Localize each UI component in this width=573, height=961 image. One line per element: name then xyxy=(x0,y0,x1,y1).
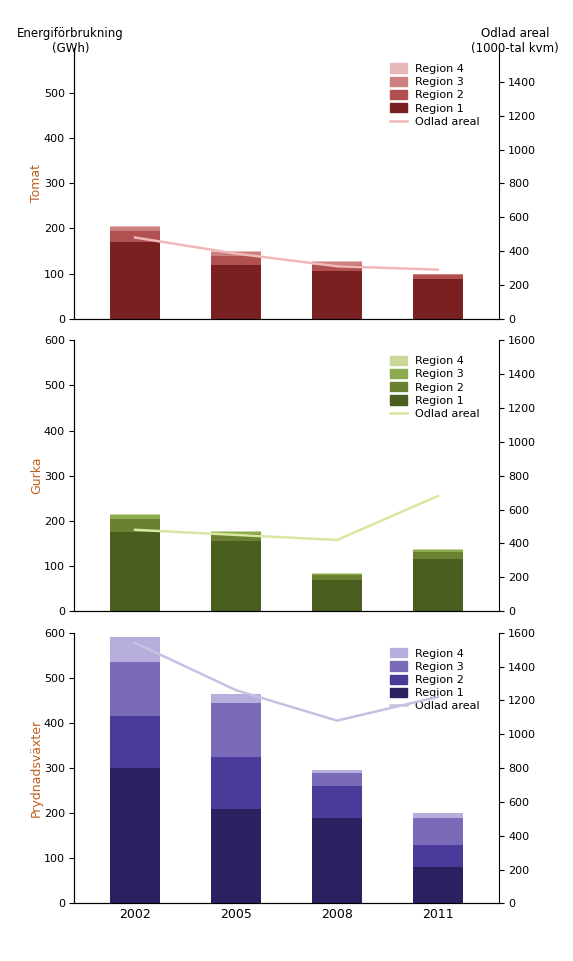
Bar xyxy=(110,716,160,768)
Bar xyxy=(211,541,261,611)
Bar xyxy=(110,227,160,231)
Bar xyxy=(211,702,261,756)
Bar xyxy=(312,262,362,264)
Bar xyxy=(211,808,261,903)
Text: Odlad areal
(1000-tal kvm): Odlad areal (1000-tal kvm) xyxy=(471,27,559,55)
Y-axis label: Tomat: Tomat xyxy=(30,164,43,203)
Bar xyxy=(413,867,463,903)
Bar xyxy=(413,550,463,553)
Bar xyxy=(110,231,160,242)
Bar xyxy=(413,813,463,818)
Bar xyxy=(413,845,463,867)
Bar xyxy=(110,519,160,532)
Legend: Region 4, Region 3, Region 2, Region 1, Odlad areal: Region 4, Region 3, Region 2, Region 1, … xyxy=(386,352,485,424)
Bar xyxy=(312,575,362,580)
Bar xyxy=(110,662,160,716)
Bar xyxy=(312,580,362,611)
Bar xyxy=(312,271,362,319)
Legend: Region 4, Region 3, Region 2, Region 1, Odlad areal: Region 4, Region 3, Region 2, Region 1, … xyxy=(386,59,485,132)
Y-axis label: Prydnadsväxter: Prydnadsväxter xyxy=(30,719,43,817)
Bar xyxy=(413,276,463,279)
Bar xyxy=(312,786,362,818)
Y-axis label: Gurka: Gurka xyxy=(30,456,43,495)
Bar xyxy=(211,256,261,264)
Bar xyxy=(413,279,463,319)
Bar xyxy=(211,694,261,702)
Bar xyxy=(413,553,463,559)
Bar xyxy=(312,773,362,786)
Bar xyxy=(110,242,160,319)
Bar xyxy=(110,532,160,611)
Bar xyxy=(110,637,160,662)
Bar xyxy=(110,513,160,515)
Bar xyxy=(312,818,362,903)
Bar xyxy=(110,768,160,903)
Bar xyxy=(413,818,463,845)
Bar xyxy=(110,515,160,519)
Bar xyxy=(312,771,362,773)
Bar xyxy=(312,574,362,575)
Bar xyxy=(211,252,261,256)
Bar xyxy=(211,534,261,541)
Bar xyxy=(211,264,261,319)
Text: Energiförbrukning
(GWh): Energiförbrukning (GWh) xyxy=(17,27,124,55)
Bar xyxy=(312,264,362,271)
Legend: Region 4, Region 3, Region 2, Region 1, Odlad areal: Region 4, Region 3, Region 2, Region 1, … xyxy=(386,644,485,716)
Bar xyxy=(413,274,463,276)
Bar xyxy=(211,532,261,534)
Bar xyxy=(413,559,463,611)
Bar xyxy=(211,756,261,808)
